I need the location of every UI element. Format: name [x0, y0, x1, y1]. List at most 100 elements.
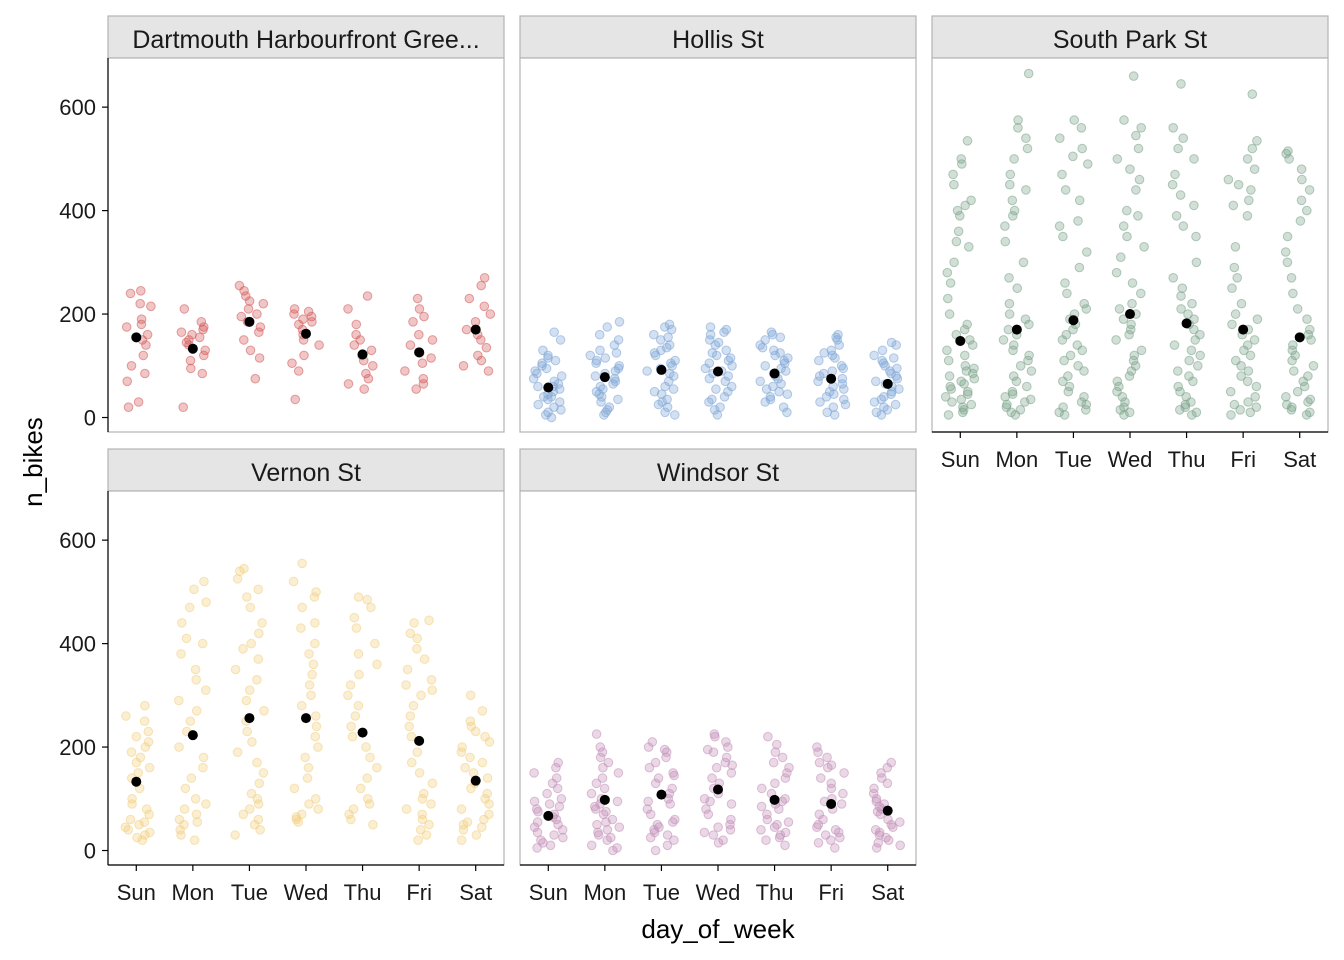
data-point: [470, 726, 481, 737]
data-point: [353, 649, 364, 659]
data-point: [484, 799, 494, 809]
data-point: [708, 830, 719, 840]
data-point: [1060, 185, 1071, 195]
data-point: [190, 794, 201, 804]
data-point: [1308, 361, 1319, 371]
mean-point: [1238, 324, 1249, 335]
data-point: [783, 817, 794, 827]
data-point: [310, 794, 321, 804]
data-point: [599, 783, 610, 794]
data-point: [466, 783, 476, 794]
data-point: [404, 721, 415, 732]
data-point: [1074, 195, 1085, 206]
data-point: [1081, 304, 1092, 314]
data-point: [1022, 381, 1032, 392]
data-point: [245, 345, 256, 356]
data-point: [782, 389, 793, 400]
mean-point: [656, 789, 667, 800]
data-point: [839, 394, 849, 405]
data-point: [485, 309, 496, 319]
data-point: [1189, 154, 1199, 164]
data-point: [426, 799, 436, 809]
data-point: [186, 773, 197, 783]
data-point: [363, 794, 373, 804]
x-tick-label: Thu: [756, 880, 794, 905]
data-point: [1055, 133, 1065, 143]
data-point: [347, 731, 358, 742]
x-tick-label: Wed: [1108, 447, 1153, 472]
data-point: [127, 794, 137, 804]
mean-point: [131, 776, 142, 787]
data-point: [140, 742, 151, 752]
x-tick-label: Tue: [231, 880, 268, 905]
data-point: [1125, 164, 1135, 174]
data-point: [413, 835, 423, 846]
data-point: [350, 711, 361, 721]
data-point: [949, 179, 959, 190]
data-point: [1063, 386, 1074, 397]
data-point: [1242, 154, 1253, 164]
data-point: [774, 832, 785, 843]
data-point: [1057, 335, 1068, 345]
data-point: [1249, 335, 1260, 345]
x-tick-label: Sun: [117, 880, 156, 905]
data-point: [143, 726, 154, 737]
data-point: [769, 822, 780, 833]
data-point: [1119, 410, 1129, 420]
data-point: [245, 602, 256, 613]
data-point: [141, 340, 151, 350]
data-point: [598, 809, 609, 820]
data-point: [775, 332, 786, 343]
data-point: [608, 379, 618, 389]
mean-point: [882, 805, 893, 816]
data-point: [244, 685, 255, 696]
data-point: [1079, 298, 1089, 309]
data-point: [250, 373, 261, 384]
data-point: [1245, 350, 1256, 361]
data-point: [1169, 340, 1180, 350]
data-point: [837, 373, 848, 384]
data-point: [719, 327, 729, 338]
data-point: [186, 363, 196, 374]
mean-point: [1011, 324, 1022, 335]
data-point: [711, 762, 722, 773]
data-point: [424, 819, 434, 830]
data-point: [1239, 345, 1249, 356]
data-point: [296, 623, 306, 633]
x-tick-label: Tue: [1055, 447, 1092, 472]
mean-point: [656, 364, 667, 375]
data-point: [1116, 252, 1126, 263]
data-point: [650, 845, 661, 856]
data-point: [1286, 405, 1297, 415]
data-point: [1118, 221, 1129, 231]
data-point: [944, 371, 955, 381]
data-point: [891, 340, 902, 350]
data-point: [311, 587, 321, 597]
data-point: [241, 695, 252, 706]
data-point: [599, 410, 609, 420]
data-point: [346, 721, 356, 732]
data-point: [127, 799, 137, 809]
data-point: [760, 361, 771, 371]
data-point: [136, 286, 146, 296]
data-point: [813, 838, 824, 848]
data-point: [755, 376, 766, 387]
data-point: [458, 819, 469, 830]
data-point: [532, 817, 543, 827]
mean-point: [470, 775, 481, 786]
data-point: [815, 397, 825, 407]
data-point: [702, 744, 713, 755]
data-point: [667, 783, 678, 794]
mean-point: [244, 316, 255, 327]
data-point: [1282, 231, 1293, 242]
data-point: [198, 752, 209, 763]
data-point: [1173, 143, 1183, 154]
x-tick-label: Thu: [344, 880, 382, 905]
data-point: [1058, 231, 1068, 242]
facet-title: Dartmouth Harbourfront Gree...: [132, 26, 479, 54]
mean-point: [414, 735, 425, 746]
data-point: [763, 731, 773, 742]
data-point: [479, 273, 490, 283]
data-point: [1021, 185, 1031, 195]
data-point: [1136, 123, 1146, 133]
